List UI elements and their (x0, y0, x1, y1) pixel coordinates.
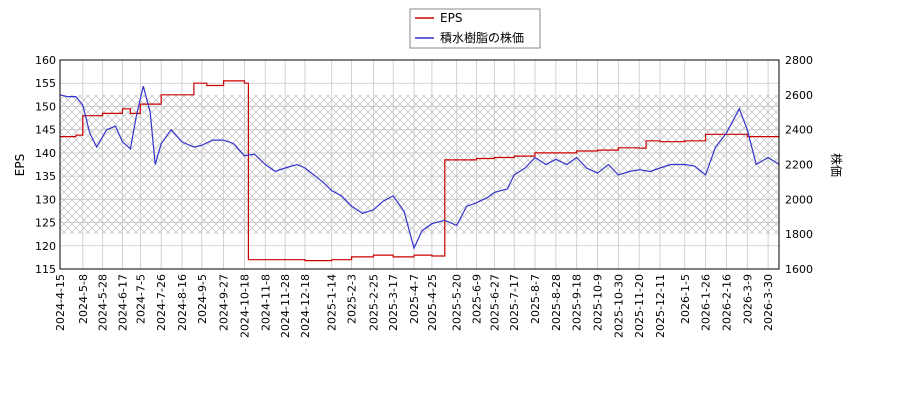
x-tick-label: 2025-5-20 (451, 274, 464, 331)
y-left-tick-label: 140 (35, 147, 56, 160)
legend-label-eps: EPS (440, 11, 462, 25)
series-line-eps (60, 80, 779, 262)
x-tick-label: 2025-12-11 (654, 274, 667, 338)
x-tick-label: 2025-2-25 (367, 274, 380, 331)
y-right-axis-label: 株価 (829, 153, 844, 177)
x-tick-label: 2024-10-18 (238, 274, 251, 338)
x-tick-label: 2024-11-28 (279, 274, 292, 338)
x-tick-label: 2024-12-18 (299, 274, 312, 338)
x-tick-label: 2024-5-28 (97, 274, 110, 331)
right-axis-ticks: 1600 1800 2000 2200 2400 2600 2800 (785, 54, 813, 276)
x-tick-label: 2026-1-5 (679, 274, 692, 324)
x-tick-label: 2024-8-16 (176, 274, 189, 331)
x-tick-label: 2025-2-3 (346, 274, 359, 324)
x-tick-label: 2025-9-18 (571, 274, 584, 331)
x-tick-label: 2026-3-9 (741, 274, 754, 324)
y-right-tick-label: 2000 (785, 193, 813, 206)
y-left-tick-label: 150 (35, 100, 56, 113)
left-axis-ticks: 115 120 125 130 135 140 145 150 155 160 (35, 54, 56, 276)
y-left-tick-label: 145 (35, 124, 56, 137)
x-tick-label: 2024-6-17 (116, 274, 129, 331)
x-tick-label: 2025-4-7 (408, 274, 421, 324)
x-tick-label: 2025-1-14 (326, 274, 339, 331)
x-tick-label: 2024-7-5 (134, 274, 147, 324)
x-tick-label: 2024-4-15 (54, 274, 67, 331)
series-line-price (60, 85, 779, 250)
y-left-tick-label: 125 (35, 217, 56, 230)
series-layer (60, 80, 779, 262)
x-tick-label: 2025-3-17 (387, 274, 400, 331)
y-left-tick-label: 135 (35, 170, 56, 183)
y-right-tick-label: 2600 (785, 89, 813, 102)
legend-label-price: 積水樹脂の株価 (440, 30, 524, 45)
x-tick-label: 2025-8-28 (550, 274, 563, 331)
x-tick-label: 2026-3-30 (762, 274, 775, 331)
x-tick-label: 2024-5-8 (77, 274, 90, 324)
x-axis-ticks: 2024-4-15 2024-5-8 2024-5-28 2024-6-17 2024-… (54, 274, 775, 338)
legend: EPS 積水樹脂の株価 (409, 8, 541, 49)
y-left-tick-label: 130 (35, 193, 56, 206)
x-tick-label: 2025-10-9 (592, 274, 605, 331)
x-tick-label: 2025-11-20 (633, 274, 646, 338)
y-left-tick-label: 155 (35, 77, 56, 90)
y-left-axis-label: EPS (13, 154, 27, 176)
x-tick-label: 2025-4-25 (426, 274, 439, 331)
y-left-tick-label: 160 (35, 54, 56, 67)
x-tick-label: 2024-9-27 (218, 274, 231, 331)
x-tick-label: 2026-2-16 (720, 274, 733, 331)
x-tick-label: 2025-6-27 (488, 274, 501, 331)
x-tick-label: 2024-11-8 (259, 274, 272, 331)
y-left-tick-label: 120 (35, 240, 56, 253)
y-right-tick-label: 1600 (785, 263, 813, 276)
x-tick-label: 2025-6-9 (471, 274, 484, 324)
x-tick-label: 2025-10-30 (612, 274, 625, 338)
plot-frame (59, 59, 780, 270)
x-tick-label: 2024-9-5 (196, 274, 209, 324)
x-tick-label: 2024-7-26 (155, 274, 168, 331)
y-left-tick-label: 115 (35, 263, 56, 276)
y-right-tick-label: 2400 (785, 124, 813, 137)
hatch-band (60, 94, 779, 235)
y-right-tick-label: 1800 (785, 228, 813, 241)
x-tick-label: 2025-8-7 (529, 274, 542, 324)
legend-box (409, 8, 541, 49)
y-right-tick-label: 2800 (785, 54, 813, 67)
y-right-tick-label: 2200 (785, 159, 813, 172)
x-tick-label: 2026-1-26 (700, 274, 713, 331)
gridlines (59, 59, 779, 270)
x-tick-label: 2025-7-17 (508, 274, 521, 331)
